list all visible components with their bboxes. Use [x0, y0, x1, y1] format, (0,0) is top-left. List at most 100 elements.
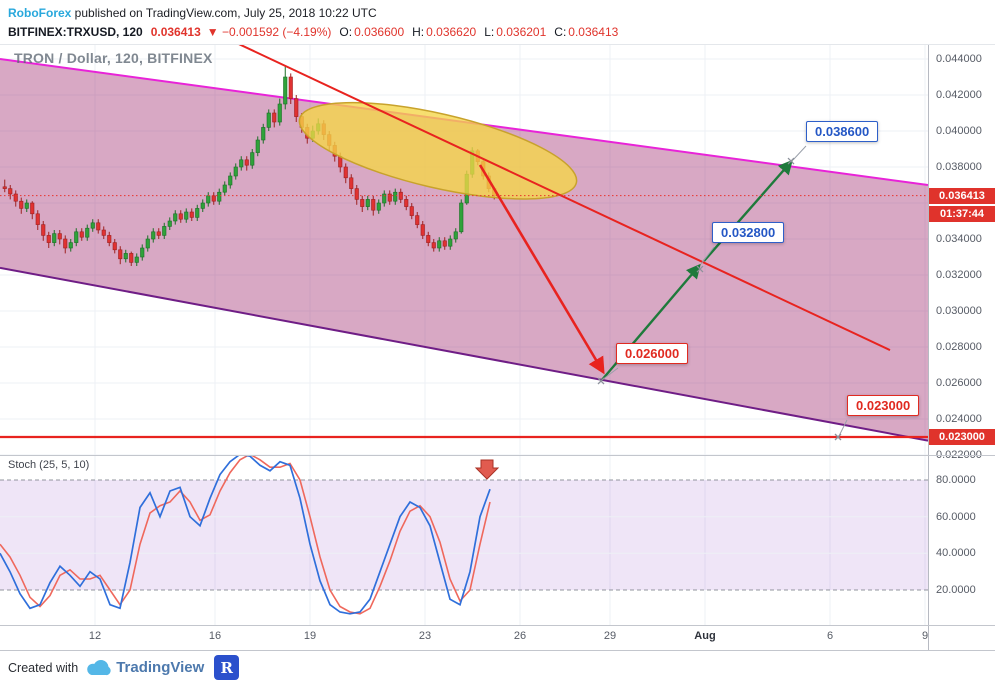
- label-connector: [601, 367, 619, 381]
- resistance-trendline[interactable]: [230, 45, 891, 352]
- candlestick: [343, 163, 348, 184]
- candlestick: [107, 231, 112, 247]
- open-value: 0.036600: [354, 25, 405, 39]
- target-price-label-high[interactable]: 0.038600: [806, 121, 879, 142]
- candlestick: [156, 228, 161, 239]
- stoch-axis-label: 80.0000: [936, 474, 976, 486]
- candlestick: [151, 228, 156, 243]
- candlestick: [233, 163, 238, 180]
- candlestick: [288, 73, 293, 104]
- roboforex-logo[interactable]: R: [214, 655, 240, 680]
- candlestick: [453, 228, 458, 243]
- sell-signal-arrow[interactable]: [474, 459, 500, 480]
- candlestick: [393, 188, 398, 205]
- candlestick: [376, 199, 381, 214]
- publisher-link[interactable]: RoboForex: [8, 6, 72, 20]
- price-axis-label: 0.042000: [936, 89, 982, 101]
- candlestick: [41, 221, 46, 241]
- bearish-arrow[interactable]: [478, 164, 605, 375]
- candlestick: [448, 235, 453, 250]
- time-axis-label: 6: [826, 630, 834, 642]
- candlestick: [178, 210, 183, 223]
- candlestick: [140, 244, 145, 261]
- stoch-canvas[interactable]: [0, 455, 928, 625]
- price-axis-label: 0.026000: [936, 377, 982, 389]
- time-axis-label: 29: [603, 630, 617, 642]
- candlestick: [437, 237, 442, 252]
- low-label: L:: [484, 25, 495, 39]
- price-axis-label: 0.040000: [936, 125, 982, 137]
- candlestick: [167, 217, 172, 230]
- candlestick: [57, 230, 62, 245]
- pane-separator[interactable]: [0, 455, 995, 456]
- target-price-label-mid[interactable]: 0.032800: [712, 222, 785, 243]
- candlestick: [145, 235, 150, 252]
- symbol-line: BITFINEX:TRXUSD, 120 0.036413 ▼ −0.001592 …: [8, 25, 995, 39]
- candlestick: [63, 235, 68, 254]
- label-connector: [838, 419, 848, 437]
- candlestick: [13, 190, 18, 207]
- candlestick: [46, 231, 51, 248]
- tradingview-wordmark[interactable]: TradingView: [116, 659, 205, 676]
- chart-header: RoboForex published on TradingView.com, …: [0, 0, 995, 44]
- candlestick: [112, 239, 117, 254]
- candlestick: [349, 174, 354, 194]
- price-axis-label: 0.034000: [936, 233, 982, 245]
- candlestick: [101, 226, 106, 239]
- time-axis-label: 12: [88, 630, 102, 642]
- last-price: 0.036413: [150, 25, 201, 39]
- label-connector: [792, 145, 807, 161]
- label-connector: [700, 246, 715, 265]
- axis-separator: [0, 625, 995, 626]
- candlestick: [371, 195, 376, 216]
- stoch-axis-label: 60.0000: [936, 510, 976, 523]
- candlestick: [222, 181, 227, 196]
- price-axis-label: 0.028000: [936, 341, 982, 353]
- candlestick: [79, 228, 84, 241]
- stoch-pane[interactable]: [0, 455, 928, 625]
- stoch-d-line: [0, 455, 491, 615]
- low-value: 0.036201: [496, 25, 547, 39]
- candlestick: [272, 109, 277, 128]
- support-low-label[interactable]: 0.023000: [847, 395, 920, 416]
- time-axis-label: 26: [513, 630, 527, 642]
- candlestick: [96, 219, 101, 234]
- header-separator: [0, 44, 995, 45]
- main-price-pane[interactable]: [0, 45, 928, 455]
- price-change: ▼ −0.001592 (−4.19%): [206, 25, 332, 39]
- highlight-ellipse[interactable]: [291, 83, 584, 219]
- candlestick: [442, 237, 447, 250]
- candlestick: [217, 188, 222, 205]
- candlestick: [382, 190, 387, 207]
- close-label: C:: [554, 25, 567, 39]
- symbol-name[interactable]: BITFINEX:TRXUSD, 120: [8, 25, 143, 39]
- price-axis-label: 0.044000: [936, 53, 982, 65]
- stoch-axis-label: 40.0000: [936, 547, 976, 560]
- candlestick: [118, 246, 123, 265]
- candlestick: [134, 253, 139, 266]
- point-marker: [787, 157, 795, 165]
- main-chart-canvas[interactable]: [0, 45, 928, 455]
- channel-lower-line[interactable]: [0, 266, 928, 442]
- candlestick: [250, 149, 255, 169]
- candlestick: [30, 201, 35, 220]
- high-value: 0.036620: [426, 25, 477, 39]
- support-break-label[interactable]: 0.026000: [616, 343, 689, 364]
- candlestick: [19, 197, 24, 214]
- candlestick: [277, 98, 282, 126]
- stoch-indicator-title[interactable]: Stoch (25, 5, 10): [8, 459, 90, 471]
- candlestick: [123, 249, 128, 263]
- candlestick: [68, 239, 73, 252]
- price-axis[interactable]: 0.036413 01:37:44 0.023000 0.044000 0.042…: [928, 45, 995, 650]
- time-axis-label: 19: [303, 630, 317, 642]
- candlestick: [255, 136, 260, 157]
- point-marker: [834, 433, 842, 441]
- bullish-arrow[interactable]: [703, 159, 793, 262]
- open-label: O:: [339, 25, 353, 39]
- candlestick: [354, 185, 359, 205]
- candlestick: [189, 208, 194, 221]
- tradingview-cloud-icon[interactable]: [86, 659, 111, 676]
- point-marker: [597, 377, 605, 385]
- time-axis[interactable]: 12 16 19 23 26 29 Aug 6 9: [0, 625, 928, 650]
